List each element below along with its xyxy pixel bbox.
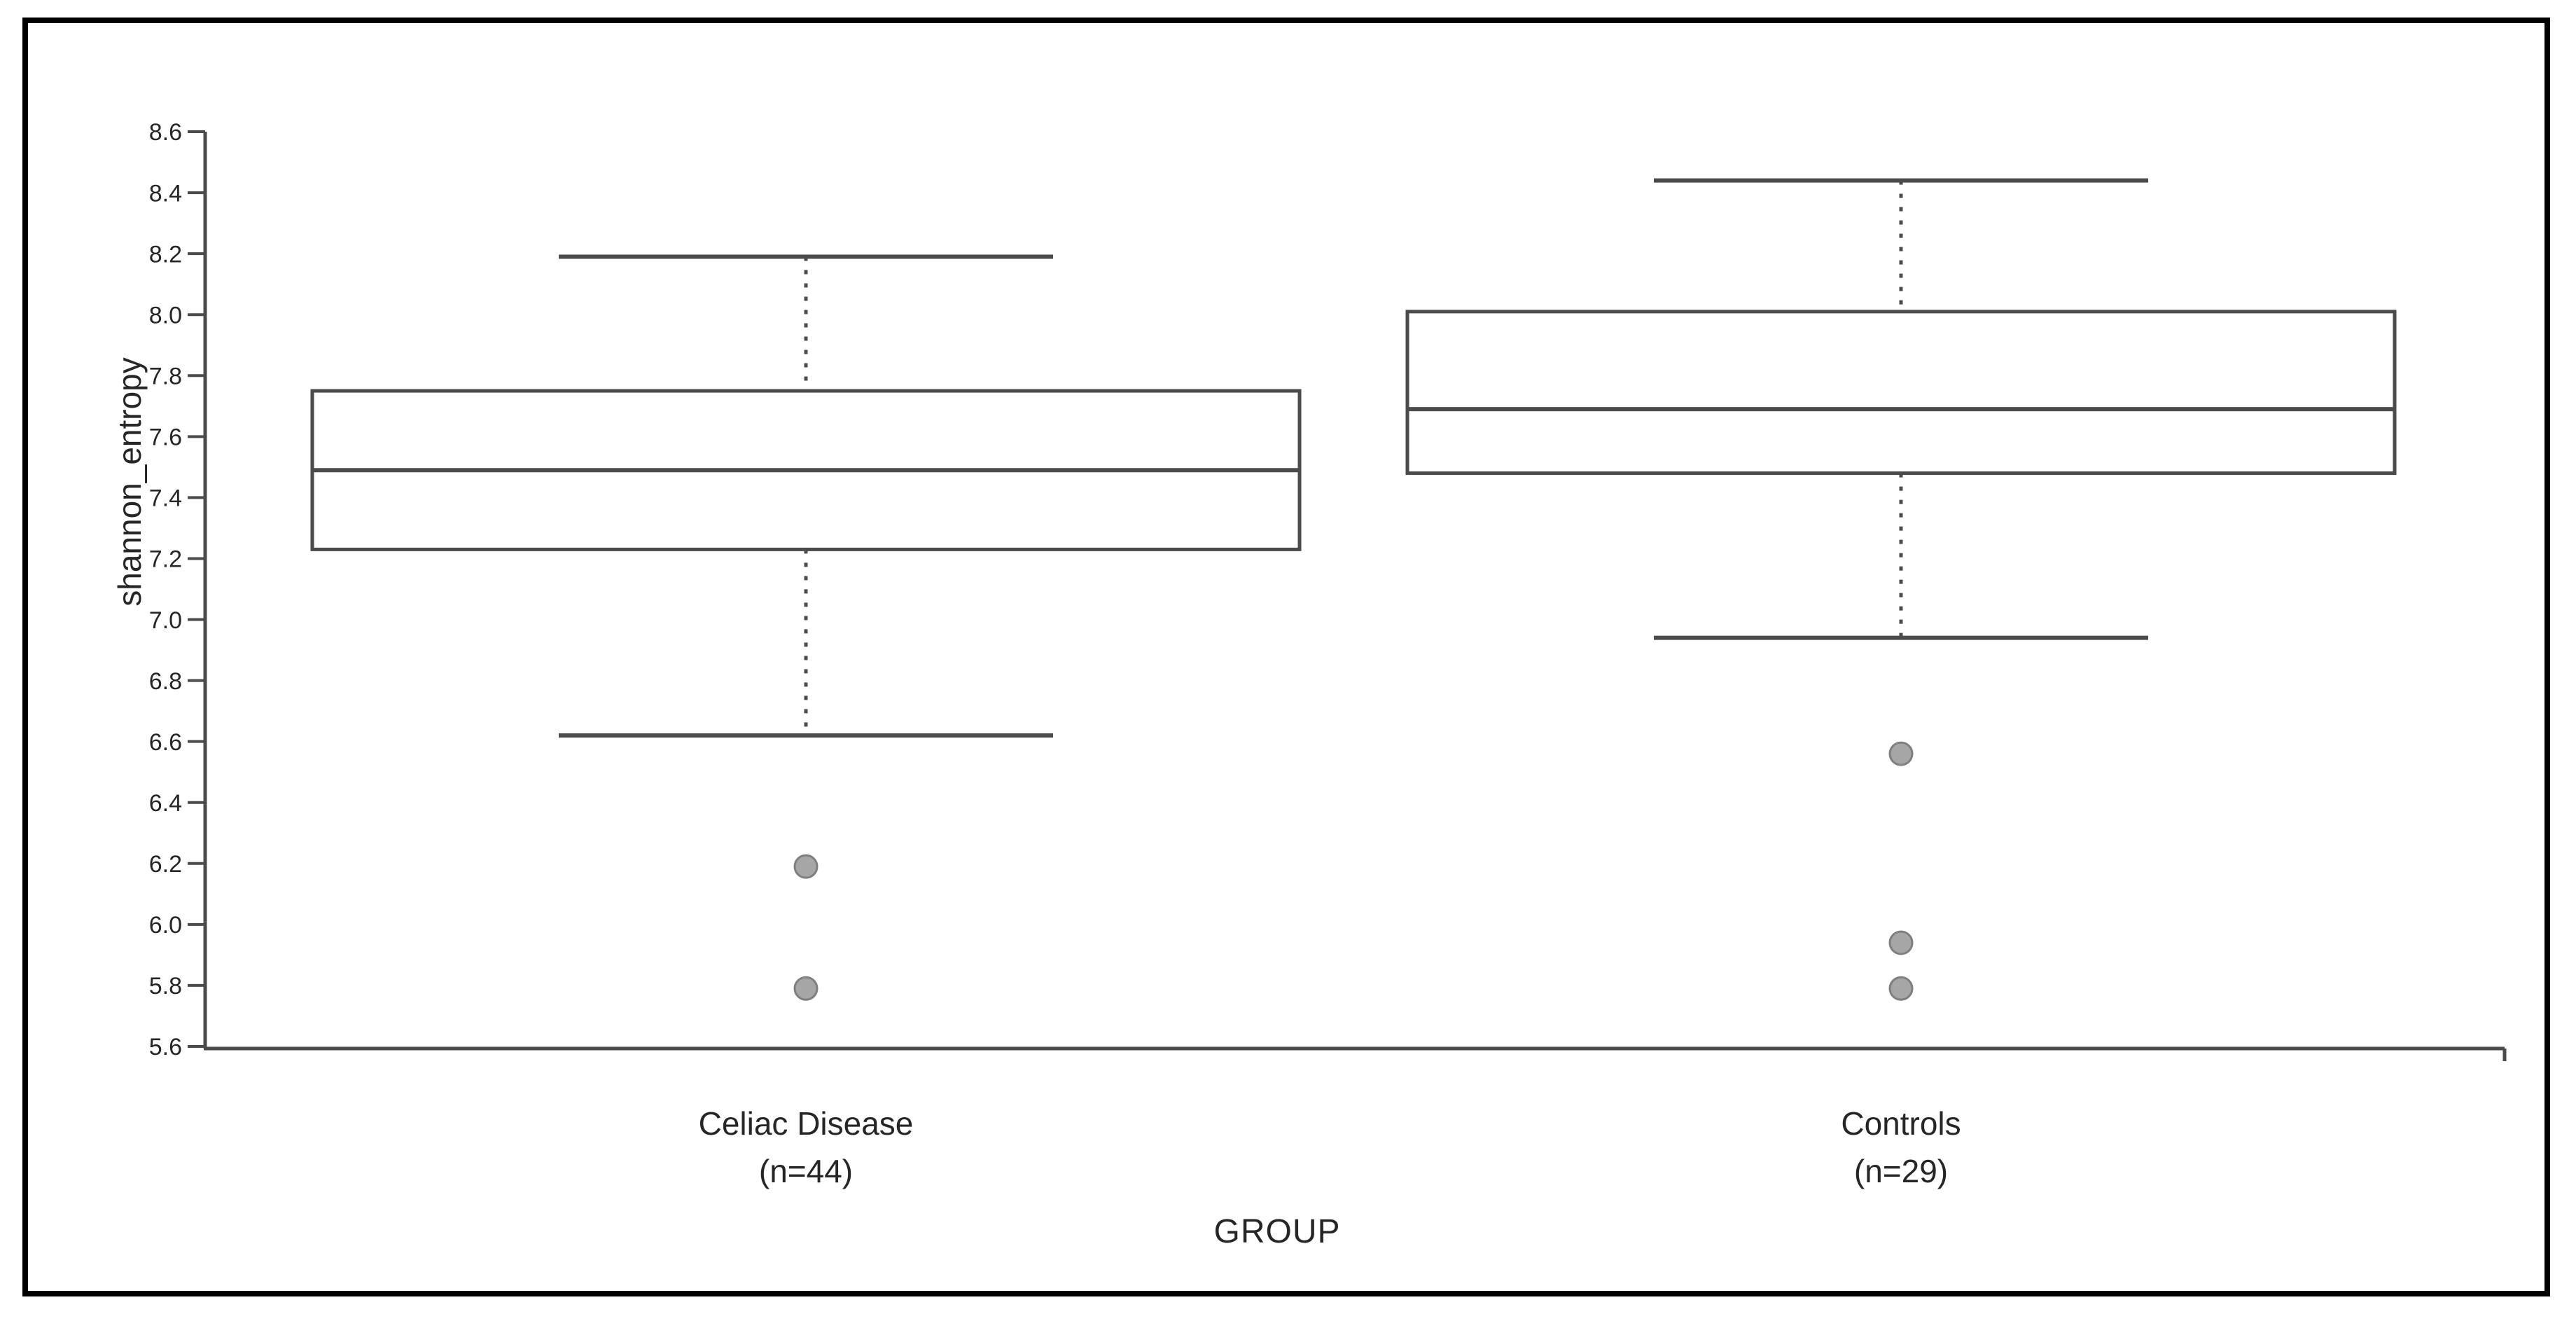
y-tick-label: 7.4 [149,485,182,512]
x-axis-title: GROUP [1213,1213,1341,1250]
outlier-dot-controls [1888,976,1914,1001]
y-tick-label: 7.2 [149,546,182,573]
category-sublabel-controls: (n=29) [1854,1153,1948,1189]
outlier-dot-controls [1888,741,1914,766]
outlier-dot-celiac-disease [793,976,819,1001]
y-tick-label: 5.8 [149,973,182,1000]
y-tick-label: 7.8 [149,364,182,390]
y-axis-title: shannon_entropy [111,357,148,607]
y-tick-label: 8.2 [149,241,182,268]
y-tick-label: 6.8 [149,668,182,695]
figure-frame [22,18,2550,1296]
outlier-dot-celiac-disease [793,854,819,879]
y-tick-label: 5.6 [149,1034,182,1060]
y-tick-label: 6.6 [149,729,182,756]
category-label-controls: Controls [1841,1105,1961,1142]
category-label-celiac-disease: Celiac Disease [699,1105,914,1142]
y-tick-label: 6.4 [149,790,182,817]
y-tick-label: 8.6 [149,119,182,146]
y-tick-label: 7.6 [149,424,182,451]
y-tick-label: 8.4 [149,180,182,207]
y-tick-label: 6.0 [149,912,182,939]
y-tick-label: 6.2 [149,851,182,878]
category-sublabel-celiac-disease: (n=44) [759,1153,853,1189]
outlier-dot-controls [1888,930,1914,955]
y-tick-label: 8.0 [149,302,182,328]
iqr-box-controls [1405,310,2397,476]
y-tick-label: 7.0 [149,607,182,634]
